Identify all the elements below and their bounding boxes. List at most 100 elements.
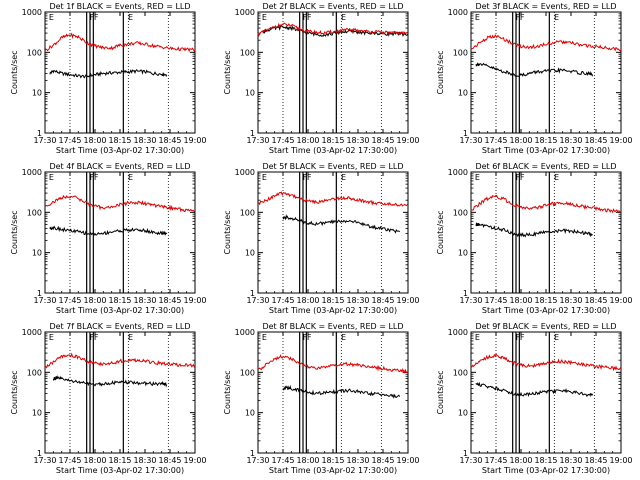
chart-title: Det 4f BLACK = Events, RED = LLD [49, 162, 190, 171]
marker-label: E [554, 333, 559, 342]
series-line-events [475, 222, 593, 238]
x-tick-label: 18:00 [296, 296, 319, 305]
marker-label: E [128, 333, 133, 342]
x-tick-label: 18:00 [509, 136, 532, 145]
detector-panel-3: Det 3f BLACK = Events, RED = LLD E F F E 1 10 1… [426, 0, 639, 160]
chart-svg-2: Det 2f BLACK = Events, RED = LLD E F F E 1 10 1… [223, 2, 420, 155]
series-line-lld [44, 32, 196, 53]
series-line-events [282, 214, 401, 234]
x-tick-label: 18:00 [296, 136, 319, 145]
y-axis-title: Counts/sec [223, 210, 232, 254]
x-tick-label: 18:45 [371, 296, 394, 305]
marker-label: F [90, 333, 95, 342]
x-tick-label: 18:00 [509, 296, 532, 305]
y-axis-title: Counts/sec [223, 370, 232, 414]
y-tick-label: 1000 [22, 328, 42, 337]
x-tick-label: 17:45 [58, 296, 81, 305]
x-axis-title: Start Time (03-Apr-02 17:30:00) [482, 466, 610, 475]
y-tick-label: 10 [245, 89, 255, 98]
chart-svg-6: Det 6f BLACK = Events, RED = LLD E F F E 1 10 1… [436, 162, 633, 315]
y-tick-label: 100 [453, 208, 468, 217]
marker-label: F [307, 333, 312, 342]
y-axis-title: Counts/sec [10, 210, 19, 254]
chart-svg-7: Det 7f BLACK = Events, RED = LLD E F F E 1 10 1… [10, 322, 207, 475]
plot-frame [257, 171, 409, 294]
y-tick-label: 1000 [22, 8, 42, 17]
y-tick-label: 100 [240, 48, 255, 57]
y-tick-label: 100 [27, 48, 42, 57]
x-tick-label: 19:00 [609, 136, 632, 145]
chart-title: Det 2f BLACK = Events, RED = LLD [262, 2, 403, 11]
marker-label: F [520, 13, 525, 22]
marker-label: F [94, 333, 99, 342]
chart-title: Det 1f BLACK = Events, RED = LLD [49, 2, 190, 11]
x-tick-label: 18:00 [296, 456, 319, 465]
detector-panel-7: Det 7f BLACK = Events, RED = LLD E F F E 1 10 1… [0, 320, 213, 480]
marker-label: F [303, 13, 308, 22]
x-axis-title: Start Time (03-Apr-02 17:30:00) [269, 306, 397, 315]
x-tick-label: 18:15 [321, 456, 344, 465]
y-tick-label: 100 [453, 48, 468, 57]
series-line-lld [470, 352, 622, 372]
y-tick-label: 1000 [22, 168, 42, 177]
x-tick-label: 18:15 [534, 456, 557, 465]
x-axis-title: Start Time (03-Apr-02 17:30:00) [56, 466, 184, 475]
x-tick-label: 17:45 [484, 136, 507, 145]
marker-label: F [90, 13, 95, 22]
marker-label: F [94, 173, 99, 182]
marker-label: F [516, 173, 521, 182]
x-tick-label: 19:00 [396, 296, 419, 305]
x-tick-label: 18:45 [371, 136, 394, 145]
marker-label: F [516, 333, 521, 342]
marker-label: E [554, 13, 559, 22]
y-axis-title: Counts/sec [436, 50, 445, 94]
y-tick-label: 1 [37, 129, 42, 138]
x-tick-label: 17:45 [271, 296, 294, 305]
y-tick-label: 10 [458, 249, 468, 258]
y-tick-label: 1 [463, 129, 468, 138]
x-tick-label: 17:45 [271, 136, 294, 145]
x-tick-label: 17:30 [33, 456, 56, 465]
y-axis-title: Counts/sec [10, 370, 19, 414]
x-tick-label: 18:45 [158, 456, 181, 465]
y-tick-label: 1 [37, 289, 42, 298]
series-line-lld [257, 191, 409, 207]
x-tick-label: 17:30 [33, 296, 56, 305]
chart-svg-1: Det 1f BLACK = Events, RED = LLD E F F E 1 10 1… [10, 2, 207, 155]
x-tick-label: 18:45 [158, 296, 181, 305]
x-tick-label: 18:15 [534, 136, 557, 145]
marker-label: E [49, 333, 54, 342]
x-tick-label: 18:30 [133, 296, 156, 305]
x-tick-label: 19:00 [183, 136, 206, 145]
x-tick-label: 19:00 [396, 456, 419, 465]
x-tick-label: 18:15 [108, 136, 131, 145]
x-axis-title: Start Time (03-Apr-02 17:30:00) [269, 466, 397, 475]
series-line-lld [470, 194, 622, 214]
series-line-events [282, 384, 401, 399]
x-tick-label: 18:30 [559, 456, 582, 465]
x-tick-label: 19:00 [183, 296, 206, 305]
plot-frame [44, 171, 196, 294]
marker-label: E [128, 13, 133, 22]
x-tick-label: 18:00 [509, 456, 532, 465]
x-tick-label: 18:30 [559, 296, 582, 305]
x-tick-label: 17:30 [246, 456, 269, 465]
x-tick-label: 19:00 [609, 456, 632, 465]
y-tick-label: 1 [250, 449, 255, 458]
series-line-lld [44, 194, 196, 213]
x-tick-label: 17:30 [246, 296, 269, 305]
x-tick-label: 18:00 [83, 296, 106, 305]
y-tick-label: 10 [32, 409, 42, 418]
detector-panel-2: Det 2f BLACK = Events, RED = LLD E F F E 1 10 1… [213, 0, 426, 160]
x-tick-label: 17:45 [484, 456, 507, 465]
y-tick-label: 1000 [235, 168, 255, 177]
plot-frame [470, 331, 622, 454]
y-tick-label: 1 [463, 289, 468, 298]
y-axis-title: Counts/sec [436, 210, 445, 254]
x-tick-label: 18:00 [83, 456, 106, 465]
marker-label: E [475, 333, 480, 342]
x-tick-label: 17:30 [459, 456, 482, 465]
x-tick-label: 18:15 [321, 296, 344, 305]
y-axis-title: Counts/sec [436, 370, 445, 414]
